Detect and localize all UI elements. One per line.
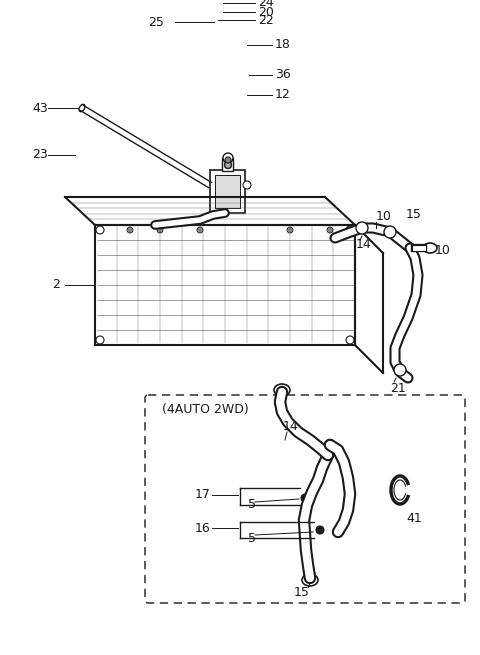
FancyBboxPatch shape <box>145 395 465 603</box>
Text: 18: 18 <box>275 39 291 52</box>
Text: 41: 41 <box>406 512 422 525</box>
Text: 25: 25 <box>148 16 164 29</box>
Circle shape <box>346 226 354 234</box>
Circle shape <box>225 157 231 163</box>
Ellipse shape <box>274 384 290 396</box>
Text: 10: 10 <box>435 244 451 257</box>
FancyBboxPatch shape <box>210 170 245 213</box>
Text: 16: 16 <box>195 521 211 534</box>
Circle shape <box>197 227 203 233</box>
Text: 22: 22 <box>258 14 274 26</box>
Circle shape <box>287 227 293 233</box>
Circle shape <box>243 181 251 189</box>
Text: 5: 5 <box>248 531 256 544</box>
Circle shape <box>225 162 231 168</box>
Circle shape <box>327 227 333 233</box>
Text: 24: 24 <box>258 0 274 10</box>
Text: 23: 23 <box>32 149 48 162</box>
Ellipse shape <box>79 104 85 111</box>
Circle shape <box>384 226 396 238</box>
Text: 21: 21 <box>390 381 406 394</box>
Text: 43: 43 <box>32 102 48 115</box>
Text: 14: 14 <box>283 421 299 434</box>
Text: 15: 15 <box>294 586 310 599</box>
Text: 17: 17 <box>195 489 211 502</box>
Text: 10: 10 <box>376 210 392 223</box>
FancyBboxPatch shape <box>215 175 240 208</box>
Text: 5: 5 <box>248 498 256 512</box>
Circle shape <box>157 227 163 233</box>
Text: 20: 20 <box>258 5 274 18</box>
Ellipse shape <box>302 574 318 586</box>
Text: 12: 12 <box>275 88 291 102</box>
Circle shape <box>96 226 104 234</box>
Text: 2: 2 <box>52 278 60 291</box>
Text: 15: 15 <box>406 208 422 221</box>
Circle shape <box>223 153 233 163</box>
Circle shape <box>394 364 406 376</box>
Circle shape <box>316 526 324 534</box>
Circle shape <box>96 336 104 344</box>
Circle shape <box>127 227 133 233</box>
Text: (4AUTO 2WD): (4AUTO 2WD) <box>162 403 249 417</box>
Text: 36: 36 <box>275 69 291 81</box>
Circle shape <box>301 494 309 502</box>
Circle shape <box>346 336 354 344</box>
Text: 14: 14 <box>356 238 372 252</box>
Bar <box>222 158 233 171</box>
Ellipse shape <box>423 243 437 253</box>
Circle shape <box>356 222 368 234</box>
